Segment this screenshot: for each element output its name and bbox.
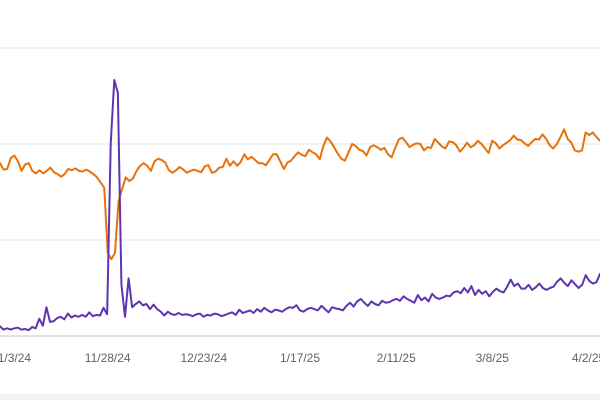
series-line-1 bbox=[0, 128, 600, 261]
x-tick-label: 2/11/25 bbox=[377, 351, 416, 365]
series-line-2 bbox=[0, 79, 600, 332]
x-tick-label: 11/3/24 bbox=[0, 351, 31, 365]
x-tick-label: 1/17/25 bbox=[280, 351, 320, 365]
x-tick-label: 3/8/25 bbox=[476, 351, 510, 365]
x-tick-label: 12/23/24 bbox=[180, 351, 227, 365]
bottom-scroll-strip bbox=[0, 394, 600, 400]
x-tick-label: 11/28/24 bbox=[85, 351, 131, 365]
x-tick-label: 4/2/25 bbox=[572, 351, 600, 365]
